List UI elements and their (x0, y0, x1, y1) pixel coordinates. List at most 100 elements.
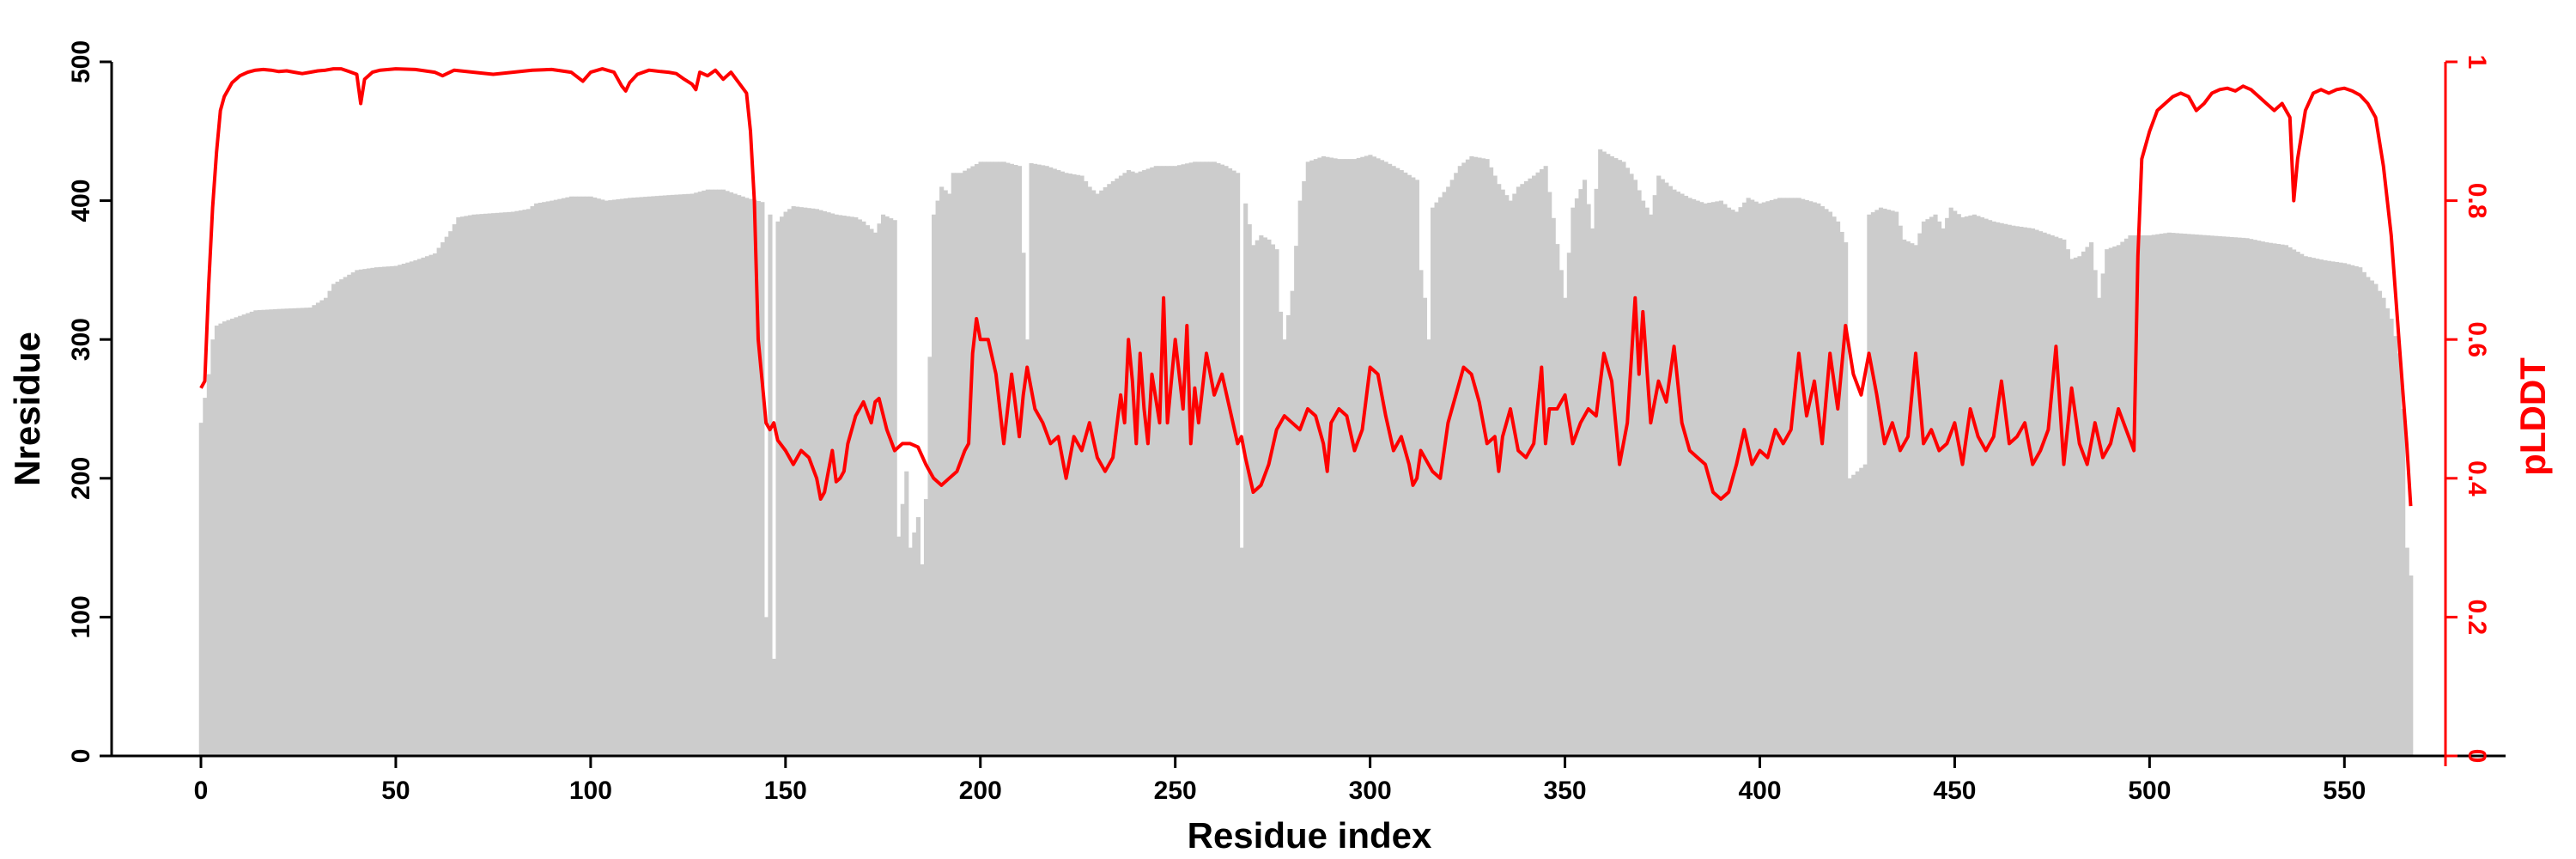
coverage-bar (966, 168, 971, 757)
coverage-bar (2116, 245, 2121, 756)
coverage-bar (869, 228, 874, 757)
coverage-bar (1902, 239, 1907, 757)
coverage-bar (1531, 175, 1537, 756)
coverage-bar (2334, 262, 2340, 756)
coverage-bar (1165, 166, 1170, 756)
coverage-bar (1352, 159, 1358, 756)
coverage-bar (398, 265, 403, 756)
coverage-bar (1528, 178, 1533, 757)
coverage-bar (1099, 190, 1104, 756)
coverage-bar (1379, 160, 1385, 756)
coverage-bar (2280, 244, 2285, 756)
coverage-bar (1656, 175, 1662, 756)
coverage-bar (635, 197, 641, 757)
coverage-bar (2062, 239, 2067, 757)
coverage-bar (1535, 172, 1540, 757)
coverage-bar (990, 161, 995, 757)
coverage-bar (2225, 236, 2231, 756)
coverage-bar (2260, 241, 2265, 756)
coverage-bar (2389, 318, 2394, 756)
coverage-bar (1422, 297, 1428, 757)
coverage-bar (768, 214, 773, 756)
coverage-bar (312, 305, 317, 756)
coverage-bar (694, 192, 699, 756)
coverage-bar (580, 196, 586, 756)
coverage-bar (1348, 159, 1353, 756)
coverage-bar (1434, 202, 1439, 756)
coverage-bar (1161, 166, 1166, 756)
coverage-bar (1356, 157, 1361, 756)
coverage-bar (2065, 249, 2070, 756)
coverage-bar (1836, 221, 1841, 757)
coverage-bar (865, 225, 870, 756)
coverage-bar (783, 211, 788, 756)
coverage-bar (1079, 175, 1084, 756)
coverage-bar (2182, 234, 2188, 756)
coverage-bar (272, 308, 278, 756)
coverage-bar (717, 189, 722, 757)
coverage-bar (1710, 202, 1716, 757)
coverage-bar (744, 198, 750, 756)
coverage-bar (1500, 189, 1505, 757)
coverage-bar (2245, 238, 2250, 757)
coverage-bar (1005, 162, 1011, 756)
coverage-bar (616, 198, 621, 757)
coverage-bar (467, 215, 473, 756)
coverage-bar (935, 200, 940, 757)
coverage-bar (1485, 159, 1490, 756)
coverage-bar (1582, 180, 1588, 757)
coverage-bar (611, 199, 617, 756)
coverage-bar (1216, 162, 1221, 757)
coverage-bar (550, 200, 555, 757)
y-ticks-right: 0 0.2 0.4 0.6 0.8 1 (2445, 55, 2491, 763)
coverage-bar (1255, 240, 1260, 756)
coverage-bar (986, 161, 991, 757)
coverage-bar (705, 189, 710, 757)
coverage-bar (1084, 180, 1089, 757)
coverage-bar (495, 212, 500, 756)
coverage-bar (826, 212, 831, 757)
coverage-bar (390, 265, 395, 756)
coverage-bar (542, 202, 547, 757)
coverage-bar (737, 195, 742, 756)
y-tick-label: 200 (67, 457, 95, 500)
coverage-bar (725, 191, 730, 757)
coverage-bar (1465, 159, 1470, 756)
coverage-bar (1680, 193, 1685, 756)
coverage-bar (2093, 270, 2098, 756)
coverage-bar (1153, 166, 1158, 756)
coverage-bar (452, 224, 457, 756)
coverage-bar (1477, 157, 1482, 756)
coverage-bar (573, 196, 578, 756)
coverage-bar (257, 309, 262, 756)
coverage-bar (2050, 235, 2055, 756)
y2-tick-label: 0.8 (2463, 183, 2491, 219)
y-tick-label: 0 (67, 749, 95, 764)
y2-tick-label: 0.4 (2463, 460, 2491, 497)
coverage-bar (1364, 155, 1369, 757)
coverage-bar (2214, 235, 2219, 756)
coverage-bar (1302, 180, 1307, 757)
coverage-bar (1142, 170, 1147, 757)
coverage-bar (1091, 190, 1097, 757)
coverage-bar (1345, 159, 1350, 756)
coverage-bar (2272, 243, 2277, 756)
coverage-bar (2026, 228, 2032, 756)
coverage-bar (1360, 156, 1365, 756)
coverage-bar (1925, 219, 1930, 756)
coverage-bar (1801, 198, 1806, 756)
coverage-bar (1855, 471, 1860, 756)
coverage-bar (670, 194, 676, 756)
coverage-bar (2264, 242, 2269, 757)
coverage-bar (374, 267, 380, 756)
coverage-bar (1176, 165, 1182, 757)
coverage-bar (1956, 214, 1961, 757)
coverage-bar (1188, 162, 1194, 756)
coverage-bar (1742, 202, 1747, 756)
coverage-bar (421, 257, 426, 756)
coverage-bar (647, 196, 652, 756)
coverage-bar (327, 290, 332, 756)
x-tick-label: 300 (1349, 777, 1392, 805)
coverage-bar (366, 268, 372, 757)
coverage-bar (2178, 233, 2184, 756)
